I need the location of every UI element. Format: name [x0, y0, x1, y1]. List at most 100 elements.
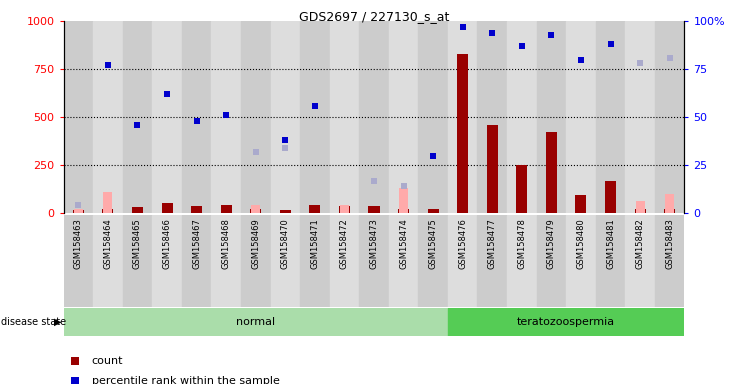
Bar: [271, 215, 300, 307]
Text: GSM158477: GSM158477: [488, 218, 497, 269]
Text: GSM158475: GSM158475: [429, 218, 438, 268]
Bar: [330, 21, 359, 213]
Bar: [398, 209, 409, 213]
Bar: [64, 215, 94, 307]
Bar: [103, 192, 112, 213]
Text: GSM158471: GSM158471: [310, 218, 319, 268]
Text: GSM158479: GSM158479: [547, 218, 556, 268]
Text: disease state: disease state: [1, 317, 66, 327]
Bar: [182, 215, 212, 307]
Text: GSM158482: GSM158482: [636, 218, 645, 268]
Text: GSM158472: GSM158472: [340, 218, 349, 268]
Bar: [280, 210, 291, 213]
Bar: [162, 203, 173, 213]
Bar: [625, 215, 654, 307]
Text: GSM158468: GSM158468: [221, 218, 230, 269]
Text: GSM158478: GSM158478: [518, 218, 527, 269]
Bar: [566, 215, 595, 307]
Text: percentile rank within the sample: percentile rank within the sample: [91, 376, 280, 384]
Bar: [636, 201, 645, 213]
Text: GSM158465: GSM158465: [133, 218, 142, 268]
Text: GDS2697 / 227130_s_at: GDS2697 / 227130_s_at: [298, 10, 450, 23]
Bar: [664, 209, 675, 213]
Text: GSM158476: GSM158476: [459, 218, 468, 269]
Text: GSM158463: GSM158463: [74, 218, 83, 269]
Bar: [123, 21, 153, 213]
Bar: [575, 195, 586, 213]
Bar: [191, 207, 202, 213]
Text: GSM158473: GSM158473: [370, 218, 378, 269]
Text: GSM158483: GSM158483: [665, 218, 674, 269]
Bar: [212, 21, 241, 213]
Bar: [73, 210, 84, 213]
Bar: [428, 209, 438, 213]
Bar: [250, 209, 261, 213]
Bar: [251, 205, 260, 213]
Bar: [634, 209, 646, 213]
Bar: [389, 215, 418, 307]
Bar: [94, 215, 123, 307]
Bar: [300, 215, 330, 307]
Bar: [339, 207, 350, 213]
Text: GSM158469: GSM158469: [251, 218, 260, 268]
Bar: [310, 205, 320, 213]
Bar: [123, 215, 153, 307]
Bar: [399, 188, 408, 213]
Text: GSM158466: GSM158466: [162, 218, 171, 269]
Bar: [64, 308, 448, 336]
Bar: [477, 21, 507, 213]
Bar: [448, 21, 477, 213]
Bar: [605, 182, 616, 213]
Bar: [153, 215, 182, 307]
Text: GSM158481: GSM158481: [606, 218, 615, 268]
Bar: [271, 21, 300, 213]
Bar: [566, 21, 595, 213]
Bar: [241, 21, 271, 213]
Text: normal: normal: [236, 317, 275, 327]
Bar: [212, 215, 241, 307]
Text: ▶: ▶: [54, 317, 61, 327]
Text: teratozoospermia: teratozoospermia: [517, 317, 615, 327]
Bar: [418, 215, 448, 307]
Bar: [507, 21, 536, 213]
Bar: [546, 132, 557, 213]
Bar: [330, 215, 359, 307]
Text: GSM158467: GSM158467: [192, 218, 201, 269]
Bar: [132, 207, 143, 213]
Bar: [654, 21, 684, 213]
Bar: [516, 165, 527, 213]
Bar: [359, 215, 389, 307]
Bar: [64, 21, 94, 213]
Bar: [536, 215, 566, 307]
Bar: [448, 215, 477, 307]
Bar: [94, 21, 123, 213]
Text: GSM158470: GSM158470: [280, 218, 289, 268]
Bar: [625, 21, 654, 213]
Bar: [389, 21, 418, 213]
Bar: [595, 215, 625, 307]
Bar: [418, 21, 448, 213]
Bar: [300, 21, 330, 213]
Bar: [241, 215, 271, 307]
Bar: [359, 21, 389, 213]
Bar: [182, 21, 212, 213]
Bar: [153, 21, 182, 213]
Bar: [507, 215, 536, 307]
Text: count: count: [91, 356, 123, 366]
Bar: [221, 205, 232, 213]
Bar: [340, 205, 349, 213]
Bar: [487, 125, 498, 213]
Bar: [448, 308, 684, 336]
Bar: [654, 215, 684, 307]
Bar: [102, 209, 114, 213]
Bar: [457, 54, 468, 213]
Bar: [369, 207, 379, 213]
Bar: [665, 194, 674, 213]
Bar: [595, 21, 625, 213]
Text: GSM158474: GSM158474: [399, 218, 408, 268]
Bar: [477, 215, 507, 307]
Text: GSM158480: GSM158480: [577, 218, 586, 268]
Text: GSM158464: GSM158464: [103, 218, 112, 268]
Bar: [74, 209, 83, 213]
Bar: [536, 21, 566, 213]
